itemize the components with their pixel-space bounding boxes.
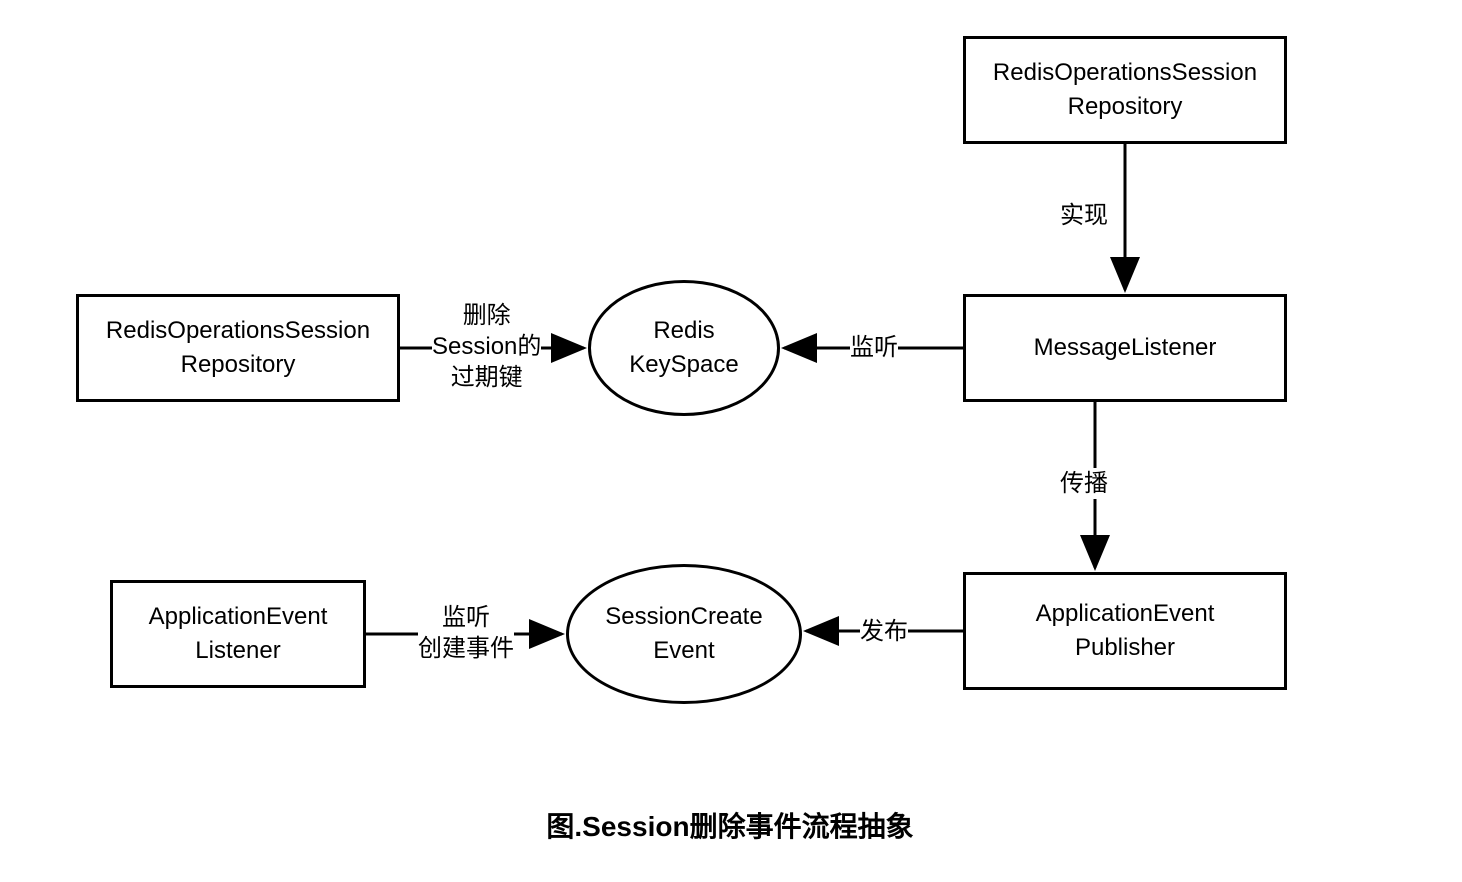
- flowchart-diagram: RedisOperationsSession Repository RedisO…: [0, 0, 1462, 882]
- edge-label-listen-create: 监听 创建事件: [418, 602, 514, 664]
- edge-text: 过期键: [451, 364, 523, 391]
- edge-label-delete-session: 删除 Session的 过期键: [432, 300, 541, 394]
- node-app-event-listener: ApplicationEvent Listener: [110, 580, 366, 688]
- node-label: RedisOperationsSession: [106, 317, 370, 344]
- node-label: ApplicationEvent: [149, 603, 328, 630]
- node-session-create-event: SessionCreate Event: [566, 564, 802, 704]
- edge-label-listen-keyspace: 监听: [850, 332, 898, 363]
- edge-text: Session的: [432, 333, 541, 360]
- edge-text: 传播: [1060, 470, 1108, 497]
- edge-text: 发布: [860, 618, 908, 645]
- node-label: KeySpace: [629, 351, 738, 378]
- node-label: RedisOperationsSession: [993, 59, 1257, 86]
- node-app-event-publisher: ApplicationEvent Publisher: [963, 572, 1287, 690]
- node-redis-keyspace: Redis KeySpace: [588, 280, 780, 416]
- edge-text: 监听: [442, 604, 490, 631]
- edge-label-realize: 实现: [1060, 200, 1108, 231]
- node-label: SessionCreate: [605, 603, 762, 630]
- node-redis-ops-top: RedisOperationsSession Repository: [963, 36, 1287, 144]
- node-label: ApplicationEvent: [1036, 600, 1215, 627]
- edge-text: 删除: [463, 302, 511, 329]
- node-label: Redis: [653, 317, 714, 344]
- node-redis-ops-left: RedisOperationsSession Repository: [76, 294, 400, 402]
- diagram-caption: 图.Session删除事件流程抽象: [480, 805, 980, 845]
- edge-label-propagate: 传播: [1060, 468, 1108, 499]
- node-label: Listener: [195, 637, 280, 664]
- node-label: Publisher: [1075, 634, 1175, 661]
- edge-text: 创建事件: [418, 635, 514, 662]
- caption-text: 图.Session删除事件流程抽象: [546, 811, 913, 842]
- node-label: Repository: [181, 351, 296, 378]
- node-label: Repository: [1068, 93, 1183, 120]
- edge-label-publish: 发布: [860, 616, 908, 647]
- edge-text: 监听: [850, 334, 898, 361]
- node-label: Event: [653, 637, 714, 664]
- node-message-listener: MessageListener: [963, 294, 1287, 402]
- edge-text: 实现: [1060, 202, 1108, 229]
- node-label: MessageListener: [1034, 334, 1217, 361]
